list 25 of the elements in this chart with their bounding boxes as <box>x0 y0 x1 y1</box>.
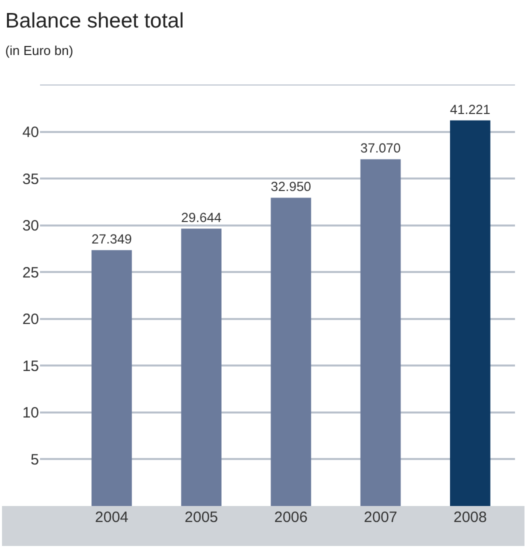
chart-title: Balance sheet total <box>5 10 184 33</box>
x-tick-label: 2004 <box>95 509 128 526</box>
x-tick-label: 2005 <box>184 509 218 526</box>
y-tick-label: 15 <box>22 358 39 375</box>
bar <box>92 250 132 506</box>
bar <box>270 198 312 506</box>
y-tick-label: 10 <box>22 404 39 422</box>
data-label: 32.950 <box>270 179 312 194</box>
data-label: 41.221 <box>450 102 490 117</box>
data-label: 27.349 <box>92 232 132 247</box>
y-tick-label: 5 <box>30 451 39 468</box>
bar <box>360 159 401 506</box>
y-tick-label: 30 <box>22 218 39 235</box>
data-label: 37.070 <box>360 140 401 156</box>
data-label: 29.644 <box>181 210 222 226</box>
x-tick-label: 2008 <box>454 509 487 526</box>
chart-subtitle: (in Euro bn) <box>5 42 74 58</box>
x-tick-label: 2006 <box>274 509 308 526</box>
y-tick-label: 20 <box>22 311 39 328</box>
bar <box>450 120 490 506</box>
x-tick-label: 2007 <box>364 509 398 526</box>
y-tick-label: 35 <box>22 170 39 188</box>
y-tick-label: 25 <box>22 264 39 282</box>
y-tick-label: 40 <box>22 124 39 142</box>
bar <box>181 228 222 506</box>
